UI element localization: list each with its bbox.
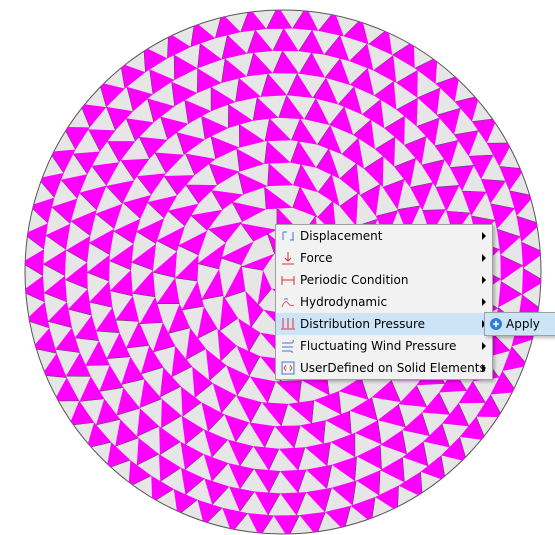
icon: [490, 318, 502, 330]
context-menu: Displacement Force Periodic Condition Hy…: [275, 224, 493, 380]
icon: [281, 361, 295, 375]
submenu-arrow: [482, 342, 486, 350]
menu-label: Periodic Condition: [300, 273, 409, 287]
icon: [281, 318, 295, 330]
menu-item-highlighted[interactable]: Distribution Pressure: [276, 313, 492, 335]
submenu-arrow: [482, 254, 486, 262]
menu-item[interactable]: Periodic Condition: [276, 269, 492, 291]
submenu-arrow: [482, 276, 486, 284]
submenu-arrow: [482, 298, 486, 306]
menu-label: Apply: [506, 317, 540, 331]
icon: [281, 298, 295, 308]
icon: [282, 339, 294, 353]
menu-label: Hydrodynamic: [300, 295, 388, 309]
menu-label: Force: [300, 251, 333, 265]
menu-item[interactable]: Displacement: [276, 225, 492, 247]
menu-label: Displacement: [300, 229, 383, 243]
icon: [282, 252, 294, 265]
menu-item[interactable]: Hydrodynamic: [276, 291, 492, 313]
menu-item[interactable]: Fluctuating Wind Pressure: [276, 335, 492, 357]
submenu-arrow: [482, 364, 486, 372]
submenu: Apply: [484, 312, 555, 336]
menu-label: Fluctuating Wind Pressure: [300, 339, 457, 353]
menu-item[interactable]: Force: [276, 247, 492, 269]
menu-label: Distribution Pressure: [300, 317, 426, 331]
icon: [282, 231, 294, 241]
menu-item-highlighted[interactable]: Apply: [485, 313, 555, 335]
icon: [281, 276, 295, 285]
menu-label: UserDefined on Solid Elements: [300, 361, 486, 375]
menu-item[interactable]: UserDefined on Solid Elements: [276, 357, 492, 379]
submenu-arrow: [482, 232, 486, 240]
